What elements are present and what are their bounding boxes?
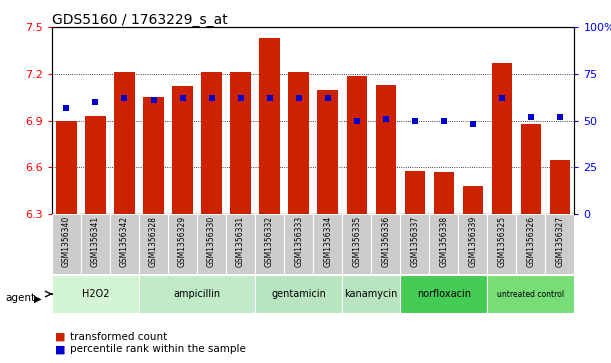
Text: ampicillin: ampicillin [174,289,221,299]
Bar [114,72,134,214]
Bar [197,214,226,274]
Bar [172,86,192,214]
Text: percentile rank within the sample: percentile rank within the sample [70,344,246,354]
Point [526,114,536,120]
Point [62,105,71,110]
Bar [429,214,458,274]
Bar [546,214,574,274]
Text: GSM1356329: GSM1356329 [178,216,187,267]
Text: GSM1356341: GSM1356341 [91,216,100,267]
Bar [492,63,512,214]
Bar [284,214,313,274]
Text: GSM1356338: GSM1356338 [439,216,448,267]
Point [90,99,100,105]
Bar [434,172,454,214]
Text: untreated control: untreated control [497,290,565,298]
Bar [463,186,483,214]
Text: GSM1356330: GSM1356330 [207,216,216,267]
Text: GSM1356336: GSM1356336 [381,216,390,267]
Text: GSM1356337: GSM1356337 [410,216,419,267]
Bar [400,275,488,313]
Bar [342,275,400,313]
Point [555,114,565,120]
Text: GSM1356342: GSM1356342 [120,216,129,267]
Text: GSM1356339: GSM1356339 [468,216,477,267]
Text: GSM1356326: GSM1356326 [526,216,535,267]
Point [148,97,158,103]
Text: agent: agent [5,293,35,303]
Bar [226,214,255,274]
Bar [255,214,284,274]
Bar [52,275,139,313]
Point [323,95,332,101]
Text: GSM1356334: GSM1356334 [323,216,332,267]
Bar [110,214,139,274]
Point [207,95,216,101]
Text: ■: ■ [55,332,65,342]
Text: ▶: ▶ [34,293,41,303]
Bar [488,214,516,274]
Point [381,116,390,122]
Bar [400,214,429,274]
Bar [139,214,168,274]
Point [294,95,304,101]
Bar [376,85,396,214]
Text: GSM1356327: GSM1356327 [555,216,565,267]
Text: GSM1356340: GSM1356340 [62,216,71,267]
Bar [488,275,574,313]
Bar [521,124,541,214]
Bar [313,214,342,274]
Text: kanamycin: kanamycin [345,289,398,299]
Point [236,95,246,101]
Bar [260,38,280,214]
Point [439,118,448,123]
Bar [81,214,110,274]
Bar [86,116,106,214]
Bar [230,72,251,214]
Bar [318,90,338,214]
Text: transformed count: transformed count [70,332,167,342]
Point [468,122,478,127]
Bar [56,121,76,214]
Text: norfloxacin: norfloxacin [417,289,470,299]
Point [497,95,507,101]
Text: GSM1356332: GSM1356332 [265,216,274,267]
Bar [144,97,164,214]
Bar [139,275,255,313]
Bar [255,275,342,313]
Text: GDS5160 / 1763229_s_at: GDS5160 / 1763229_s_at [52,13,228,27]
Bar [404,171,425,214]
Text: GSM1356325: GSM1356325 [497,216,507,267]
Text: ■: ■ [55,344,65,354]
Point [178,95,188,101]
Bar [168,214,197,274]
Bar [202,72,222,214]
Bar [371,214,400,274]
Bar [458,214,488,274]
Point [265,95,274,101]
Point [410,118,420,123]
Bar [516,214,546,274]
Text: H2O2: H2O2 [82,289,109,299]
Bar [288,72,309,214]
Text: GSM1356331: GSM1356331 [236,216,245,267]
Bar [342,214,371,274]
Point [352,118,362,123]
Text: GSM1356328: GSM1356328 [149,216,158,267]
Bar [346,76,367,214]
Text: gentamicin: gentamicin [271,289,326,299]
Text: GSM1356333: GSM1356333 [294,216,303,267]
Text: GSM1356335: GSM1356335 [352,216,361,267]
Point [120,95,130,101]
Bar [550,160,570,214]
Bar [52,214,81,274]
